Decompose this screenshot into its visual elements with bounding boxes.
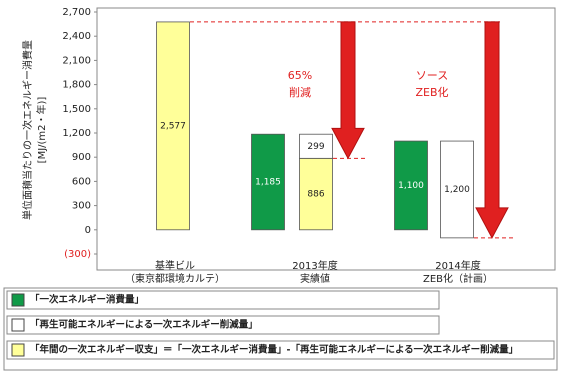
data-label: 886 [307, 190, 324, 200]
bar [394, 140, 428, 231]
y-axis-title: 単位面積当たりの一次エネルギー消費量 [MJ/(m2・年)] [21, 40, 48, 220]
bar [251, 133, 285, 231]
y-tick-label: 2,400 [62, 31, 91, 42]
legend-label: 「年間の一次エネルギー収支」＝「一次エネルギー消費量」-「再生可能エネルギーによ… [30, 344, 518, 356]
data-label: 1,185 [255, 178, 281, 188]
y-tick-label: 1,200 [62, 128, 91, 139]
y-tick-label: 1,800 [62, 80, 91, 91]
y-tick-label: 300 [72, 201, 91, 212]
y-tick-label: 2,100 [62, 55, 91, 66]
bar [440, 140, 474, 239]
data-label: 1,200 [444, 185, 470, 195]
plot-frame [96, 7, 556, 271]
arrow [475, 21, 509, 239]
legend-box [6, 290, 440, 310]
annotation: 65% [288, 69, 312, 82]
y-tick-label: 900 [72, 152, 91, 163]
legend-frame [3, 287, 558, 371]
y-tick-label: 2,700 [62, 7, 91, 18]
legend-swatch [11, 293, 25, 307]
annotation: ZEB化 [415, 85, 448, 99]
legend-swatch [11, 318, 25, 332]
x-tick-label: 2014年度 ZEB化（計画） [423, 259, 493, 285]
legend-swatch [11, 343, 25, 357]
arrow [331, 21, 365, 160]
annotation: 削減 [289, 85, 311, 99]
legend-label: 「再生可能エネルギーによる一次エネルギー削減量」 [30, 319, 258, 331]
y-tick-label: 600 [72, 176, 91, 187]
annotation: ソース [416, 69, 448, 82]
data-label: 299 [307, 142, 324, 152]
data-label: 2,577 [160, 121, 186, 131]
y-tick-label: 0 [85, 225, 91, 236]
bar [299, 133, 333, 159]
x-tick-label: 2013年度実績値 [292, 259, 337, 285]
legend-box [6, 340, 555, 360]
legend-box [6, 315, 440, 335]
y-tick-label: (300) [64, 249, 91, 260]
y-tick-label: 1,500 [62, 104, 91, 115]
data-label: 1,100 [398, 181, 424, 191]
bar [156, 21, 190, 231]
x-tick-label: 基準ビル（東京都環境カルテ） [125, 259, 225, 285]
legend-label: 「一次エネルギー消費量」 [30, 294, 144, 306]
